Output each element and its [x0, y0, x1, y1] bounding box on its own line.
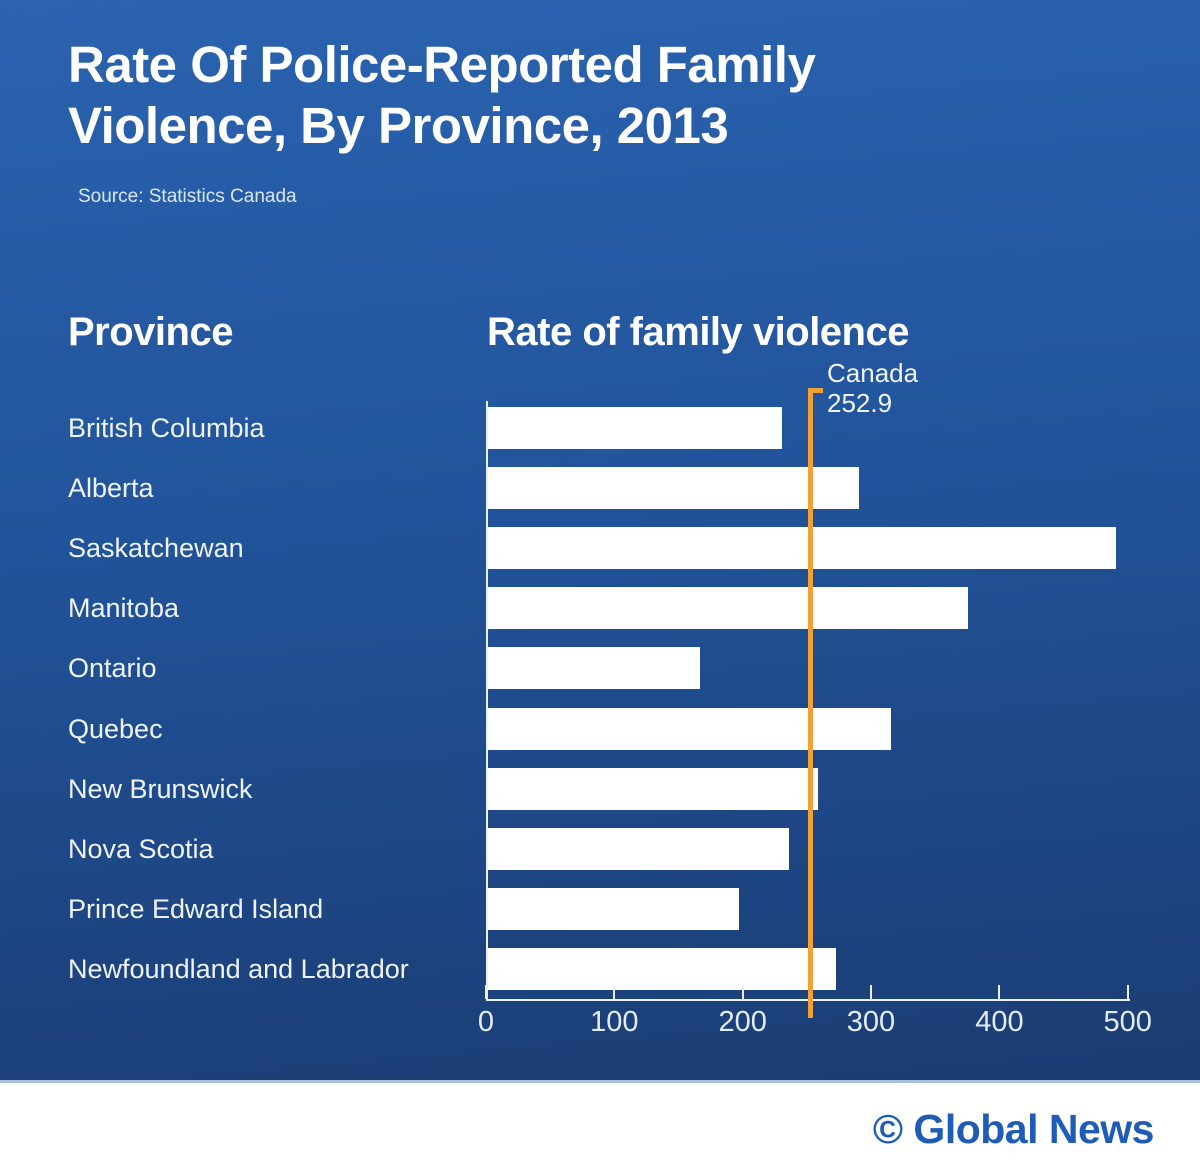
bar: [487, 767, 819, 810]
x-axis-tick: [998, 985, 1001, 999]
province-label: Ontario: [68, 653, 157, 684]
x-axis-tick-label: 100: [590, 1006, 639, 1038]
province-label: New Brunswick: [68, 773, 253, 804]
province-label: Newfoundland and Labrador: [68, 953, 409, 984]
province-label: Alberta: [68, 473, 154, 504]
source-note: Source: Statistics Canada: [78, 186, 297, 207]
column-header-rate: Rate of family violence: [487, 310, 909, 354]
x-axis-tick-label: 500: [1103, 1006, 1152, 1038]
x-axis-tick: [741, 985, 744, 999]
y-axis-line: [486, 401, 488, 1001]
x-axis-tick: [870, 985, 872, 999]
bar: [487, 407, 783, 449]
x-axis-tick: [613, 985, 616, 999]
bar: [487, 527, 1116, 570]
reference-label-value: 252.9: [827, 388, 893, 418]
province-label: Quebec: [68, 713, 163, 744]
x-axis-tick: [485, 985, 487, 999]
bar: [487, 707, 892, 750]
reference-line-cap: [808, 388, 824, 393]
x-axis-tick: [1126, 985, 1129, 999]
bar: [487, 947, 837, 990]
reference-line-label: Canada 252.9: [827, 358, 918, 418]
province-label: British Columbia: [68, 413, 265, 443]
reference-label-text: Canada: [827, 358, 919, 388]
column-header-province: Province: [68, 310, 233, 354]
reference-line: [808, 388, 814, 1018]
global-news-logo: © Global News: [872, 1106, 1155, 1152]
footer: © Global News: [0, 1083, 1200, 1176]
province-label: Saskatchewan: [68, 533, 244, 564]
bar: [487, 887, 739, 930]
bar: [487, 647, 700, 690]
province-label: Manitoba: [68, 593, 180, 624]
province-label: Nova Scotia: [68, 833, 214, 864]
x-axis-tick-label: 400: [975, 1006, 1024, 1038]
x-axis-line: [486, 999, 1130, 1001]
x-axis-tick-label: 300: [846, 1006, 896, 1038]
bar: [487, 587, 969, 630]
province-label: Prince Edward Island: [68, 893, 324, 924]
page-title: Rate Of Police-Reported Family Violence,…: [68, 36, 816, 154]
bar: [487, 467, 860, 510]
x-axis-tick-label: 0: [477, 1006, 495, 1038]
bar: [487, 827, 789, 870]
x-axis-tick-label: 200: [718, 1006, 767, 1038]
